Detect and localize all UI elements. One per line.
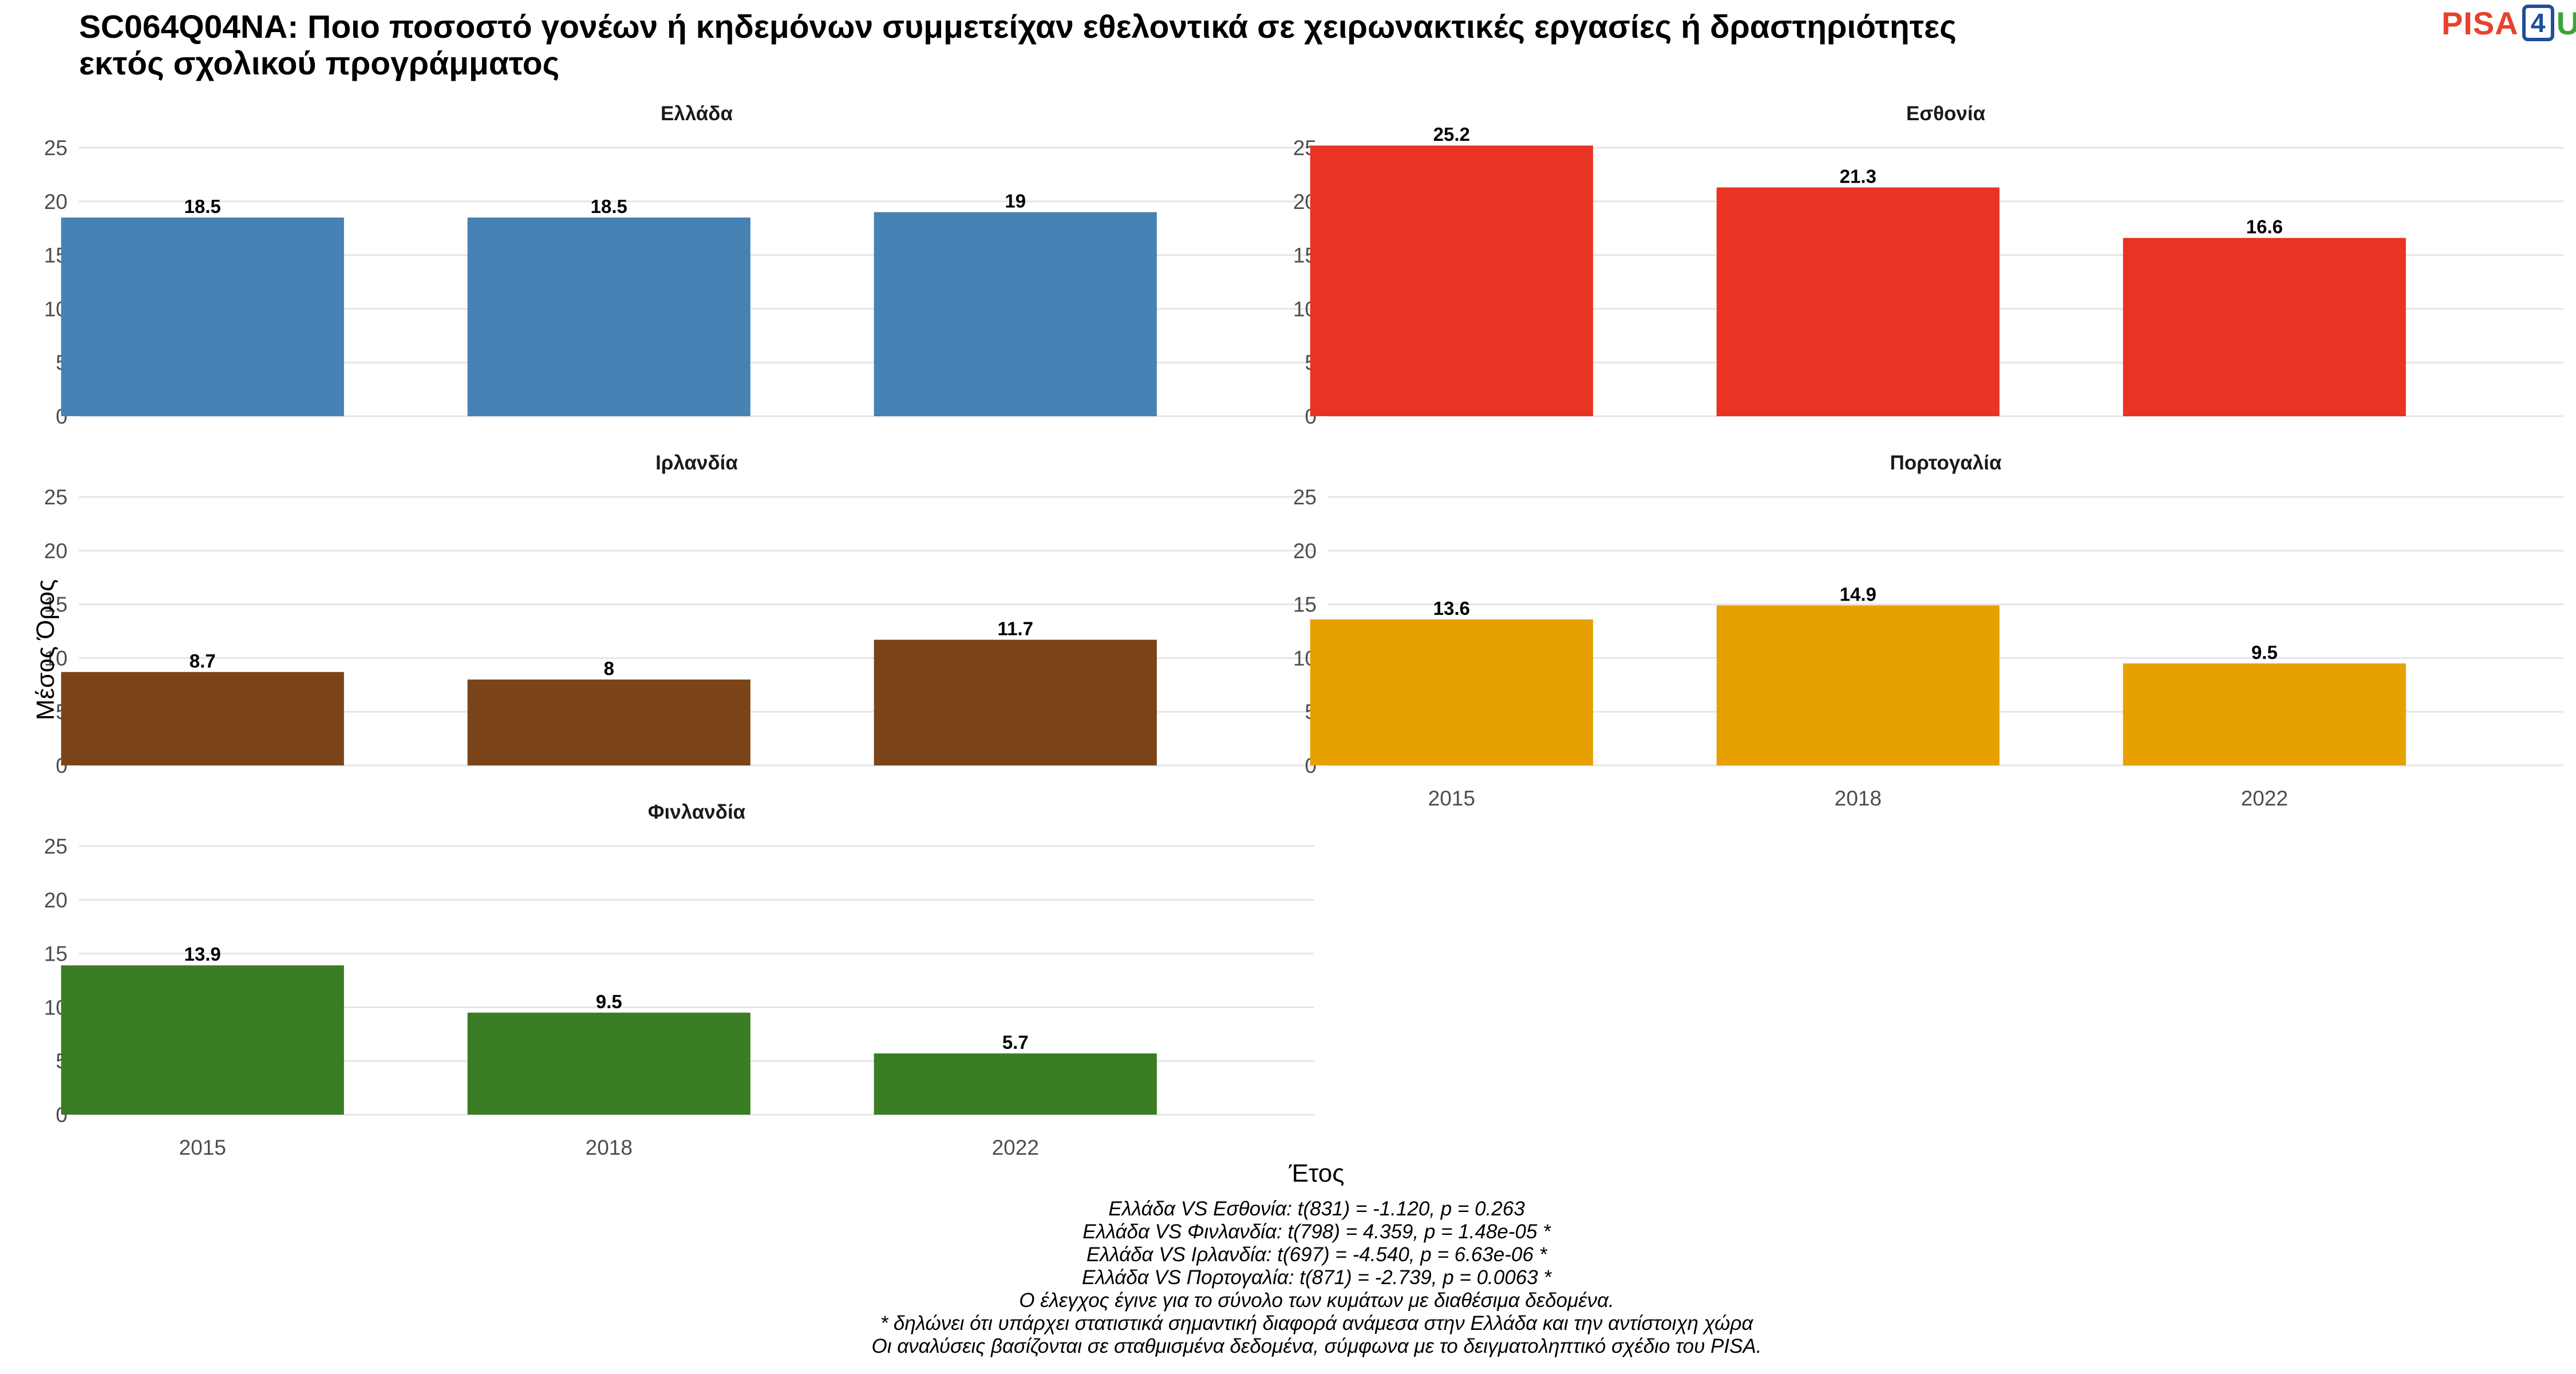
- data-label: 11.7: [998, 618, 1033, 639]
- logo-four-box: 4: [2522, 5, 2554, 41]
- y-axis-label: Μέσος Όρος: [31, 579, 60, 721]
- data-label: 8.7: [189, 650, 216, 672]
- data-label: 13.9: [184, 943, 221, 965]
- data-label: 13.6: [1433, 598, 1470, 619]
- y-tick-label: 20: [44, 190, 68, 214]
- facet-label: Ελλάδα: [661, 102, 733, 125]
- bar: [61, 217, 344, 416]
- bar: [467, 679, 750, 765]
- y-tick-label: 25: [44, 136, 68, 160]
- footnote-line: Ελλάδα VS Πορτογαλία: t(871) = -2.739, p…: [1082, 1266, 1551, 1289]
- x-tick-label: 2018: [586, 1136, 633, 1159]
- data-label: 18.5: [591, 196, 627, 217]
- data-label: 16.6: [2246, 216, 2283, 238]
- y-tick-label: 10: [44, 646, 68, 670]
- bar: [874, 639, 1157, 765]
- data-label: 25.2: [1433, 124, 1470, 145]
- y-tick-label: 15: [44, 942, 68, 966]
- bar: [61, 672, 344, 765]
- data-label: 9.5: [596, 991, 622, 1012]
- x-tick-label: 2015: [179, 1136, 226, 1159]
- logo-pisa-text: PISA: [2441, 5, 2519, 41]
- data-label: 14.9: [1840, 583, 1876, 605]
- x-tick-label: 2015: [1428, 787, 1475, 810]
- y-tick-label: 15: [44, 593, 68, 617]
- footnote-line: Ελλάδα VS Φινλανδία: t(798) = 4.359, p =…: [1082, 1221, 1551, 1243]
- data-label: 8: [604, 658, 614, 679]
- bar: [2123, 663, 2406, 765]
- y-tick-label: 20: [44, 889, 68, 912]
- data-label: 9.5: [2251, 642, 2278, 663]
- y-tick-label: 20: [44, 539, 68, 563]
- x-tick-label: 2018: [1835, 787, 1882, 810]
- y-tick-label: 25: [44, 835, 68, 858]
- bar: [467, 217, 750, 416]
- data-label: 19: [1005, 191, 1026, 212]
- bar: [874, 212, 1157, 416]
- bar: [1716, 187, 2000, 416]
- y-tick-label: 20: [1293, 539, 1317, 563]
- x-axis-label: Έτος: [1289, 1159, 1345, 1187]
- facet-label: Πορτογαλία: [1890, 452, 2002, 474]
- data-label: 5.7: [1002, 1032, 1029, 1053]
- bar: [61, 965, 344, 1115]
- bar: [874, 1053, 1157, 1115]
- data-label: 18.5: [184, 196, 221, 217]
- chart-title-line-2: εκτός σχολικού προγράμματος: [79, 45, 560, 82]
- facet-label: Ιρλανδία: [655, 452, 738, 474]
- bar: [1310, 145, 1593, 417]
- footnotes: Ελλάδα VS Εσθονία: t(831) = -1.120, p = …: [0, 1198, 2576, 1358]
- footnote-line: * δηλώνει ότι υπάρχει στατιστικά σημαντι…: [880, 1312, 1753, 1334]
- footnote-line: Ο έλεγχος έγινε για το σύνολο των κυμάτω…: [1019, 1289, 1614, 1312]
- y-tick-label: 25: [1293, 485, 1317, 509]
- data-label: 21.3: [1840, 165, 1876, 187]
- footnote-line: Οι αναλύσεις βασίζονται σε σταθμισμένα δ…: [871, 1335, 1762, 1357]
- footnote-line: Ελλάδα VS Ιρλανδία: t(697) = -4.540, p =…: [1086, 1243, 1547, 1266]
- y-tick-label: 15: [1293, 593, 1317, 617]
- pisa4u-logo: PISA 4 U: [2441, 5, 2576, 41]
- bar: [1716, 605, 2000, 765]
- footnote-line: Ελλάδα VS Εσθονία: t(831) = -1.120, p = …: [1108, 1198, 1525, 1220]
- x-tick-label: 2022: [992, 1136, 1039, 1159]
- bar: [2123, 238, 2406, 416]
- bar: [1310, 619, 1593, 765]
- logo-u-text: U: [2556, 5, 2576, 41]
- facet-label: Εσθονία: [1906, 102, 1986, 125]
- y-tick-label: 25: [44, 485, 68, 509]
- chart-title-line-1: SC064Q04NA: Ποιο ποσοστό γονέων ή κηδεμό…: [79, 9, 1957, 45]
- bar: [467, 1012, 750, 1115]
- facet-label: Φινλανδία: [648, 801, 746, 823]
- x-tick-label: 2022: [2241, 787, 2288, 810]
